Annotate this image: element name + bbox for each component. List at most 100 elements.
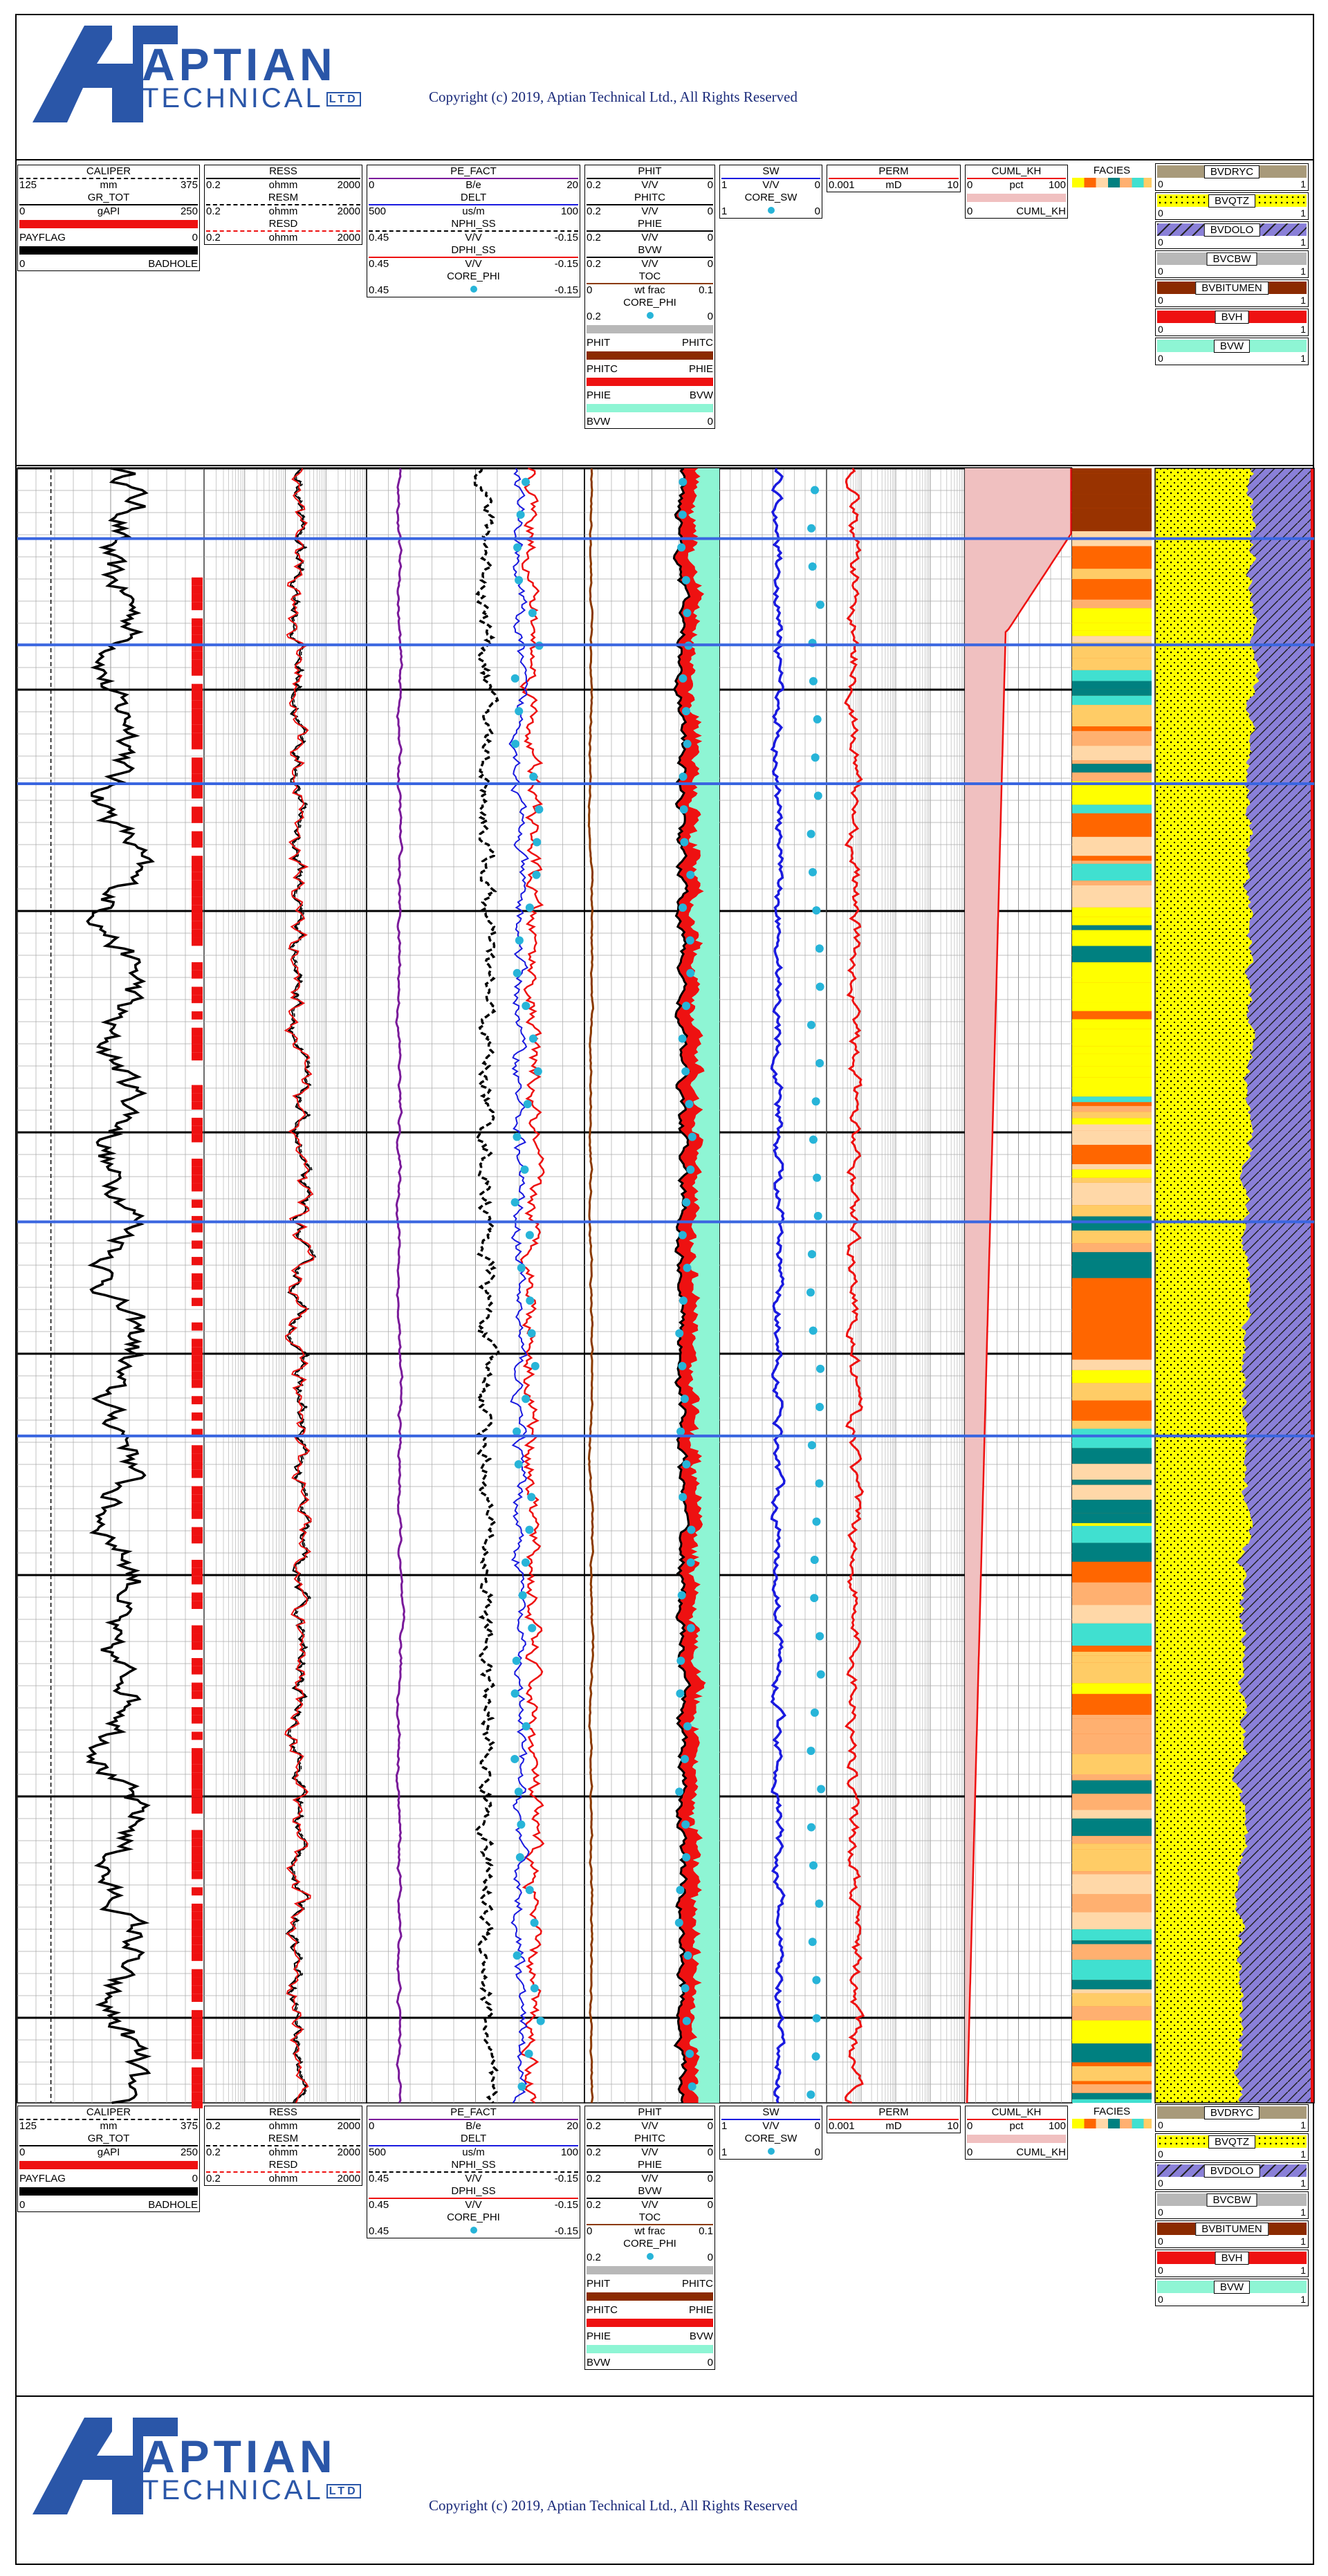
pay-flag-mark <box>192 1134 203 1143</box>
facies-band <box>1072 1318 1152 1329</box>
scale-unit: V/V <box>641 205 658 217</box>
facies-band <box>1072 917 1152 926</box>
core-phi2-point <box>683 1263 692 1272</box>
facies-band <box>1072 1428 1152 1448</box>
facies-band <box>1072 885 1152 908</box>
aptian-logo-top <box>33 26 178 122</box>
pay-flag-mark <box>192 1682 203 1691</box>
scale-right: 20 <box>566 179 578 191</box>
scale-left: 0.2 <box>587 2173 601 2184</box>
core-phi2-point <box>675 1787 684 1796</box>
volume-name: BVQTZ <box>1208 2135 1256 2149</box>
curve-name: CORE_PHI <box>623 297 676 309</box>
pay-flag-mark <box>192 651 203 660</box>
fill-swatch <box>587 2266 713 2274</box>
core-phi2-point <box>675 1329 684 1338</box>
fill-swatch <box>587 2345 713 2353</box>
pay-flag-mark <box>192 733 203 742</box>
facies-band <box>1072 881 1152 885</box>
curve-name: RESM <box>268 2133 299 2144</box>
core-phi-point <box>514 1460 523 1469</box>
facies-band <box>1072 1894 1152 1913</box>
facies-band <box>1072 630 1152 636</box>
core-sw-point <box>806 2090 815 2099</box>
core-sw-point <box>812 1517 821 1526</box>
scale-left: 0.2 <box>587 2199 601 2211</box>
pay-flag-mark <box>192 1347 203 1356</box>
facies-band <box>1072 1252 1152 1260</box>
scale-right: 1 <box>1300 295 1306 306</box>
track-grid-2 <box>366 467 585 2104</box>
curve-name: CUML_KH <box>991 165 1042 177</box>
scale-left: PHIE <box>587 389 611 401</box>
pay-flag-mark <box>192 773 203 782</box>
facies-band <box>1072 760 1152 764</box>
header-corephi2: CORE_PHI 0.2 0 <box>585 297 714 323</box>
facies-band <box>1072 1794 1152 1810</box>
core-phi2-point <box>683 609 692 618</box>
curve-name: PHIT <box>638 165 662 177</box>
curve-name: TOC <box>638 270 661 282</box>
pay-flag-mark <box>192 986 203 995</box>
scale-left: 0 <box>19 2146 26 2158</box>
pay-flag-mark <box>192 1944 203 1953</box>
curve-line-sample <box>369 204 578 205</box>
header-perm: PERM 0.001 10 mD <box>827 165 960 192</box>
pay-flag-mark <box>192 716 203 725</box>
scale-unit: V/V <box>465 232 482 243</box>
fill-swatch <box>19 220 198 228</box>
scale-unit: pct <box>1009 179 1024 191</box>
scale-left: 0 <box>1158 353 1163 364</box>
scale-left: BVW <box>587 416 611 427</box>
scale-right: 0 <box>707 2173 713 2184</box>
header-track-0: CALIPER 125 375 mm GR_TOT 0 250 gAPI PAYFLAG 0 0 BA… <box>17 2106 200 2212</box>
curve-name: DELT <box>460 2133 487 2144</box>
facies-band <box>1072 1480 1152 1485</box>
header-track-2: PE_FACT 0 20 B/e DELT 500 100 us/m NPHI_SS 0.45 -0… <box>367 165 580 297</box>
facies-band <box>1072 946 1152 963</box>
curve-line-sample <box>206 2119 360 2120</box>
core-sw-point <box>811 2052 820 2061</box>
facies-band <box>1072 1871 1152 1875</box>
volume-legend-bvbitumen: BVBITUMEN 0 1 <box>1155 279 1309 307</box>
facies-band <box>1072 2066 1152 2081</box>
scale-right: 1 <box>1300 266 1306 277</box>
scale-right: BADHOLE <box>148 2199 198 2211</box>
header-resd: RESD 0.2 2000 ohmm <box>205 2159 362 2185</box>
header-resd: RESD 0.2 2000 ohmm <box>205 218 362 244</box>
pay-flag-mark <box>192 1928 203 1937</box>
curve-line-sample <box>587 204 713 205</box>
pay-flag-mark <box>192 1322 203 1331</box>
scale-right: 1 <box>1300 2207 1306 2218</box>
volume-legend-bvqtz: BVQTZ 0 1 <box>1155 192 1309 220</box>
core-sw-point <box>807 1441 816 1450</box>
scale-right: 100 <box>1048 179 1066 191</box>
facies-band <box>1072 1177 1152 1183</box>
core-phi2-point <box>681 1984 690 1993</box>
volume-legend-bvqtz: BVQTZ 0 1 <box>1155 2133 1309 2161</box>
core-phi-point <box>528 1034 537 1043</box>
facies-band <box>1072 1124 1152 1131</box>
scale-unit: gAPI <box>97 2146 120 2158</box>
pay-flag-mark <box>192 1199 203 1208</box>
curve-name: RESD <box>268 218 298 230</box>
scale-unit: wt frac <box>634 284 665 296</box>
scale-left: 0 <box>19 258 26 270</box>
core-phi2-point <box>681 1820 690 1829</box>
scale-left: 0.2 <box>587 311 601 322</box>
scale-unit: B/e <box>465 179 481 191</box>
bvw-fill <box>688 468 719 2103</box>
facies-band <box>1072 1561 1152 1583</box>
core-phi2-point <box>679 903 688 912</box>
core-phi2-point <box>681 576 690 585</box>
pay-flag-mark <box>192 1159 203 1167</box>
facies-band <box>1072 689 1152 696</box>
scale-left: 0 <box>1158 2178 1163 2189</box>
scale-right: 1 <box>1300 2149 1306 2160</box>
facies-band <box>1072 1836 1152 1844</box>
fill-swatch <box>19 2161 198 2169</box>
pay-flag-mark <box>192 2075 203 2084</box>
scale-right: PHITC <box>682 2278 713 2290</box>
core-phi-point <box>529 772 538 781</box>
scale-unit: mD <box>885 2120 902 2132</box>
